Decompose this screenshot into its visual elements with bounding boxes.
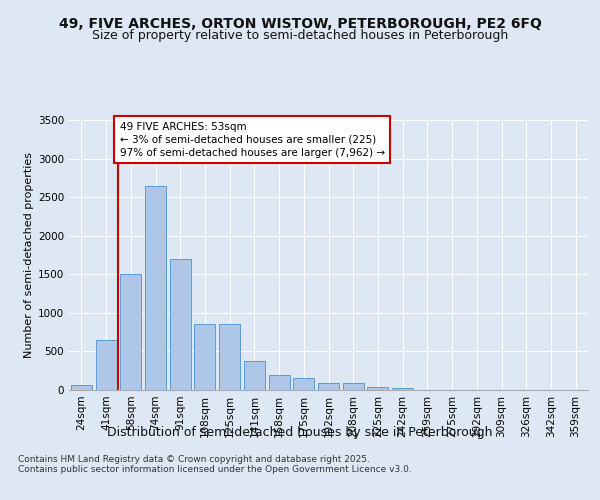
- Y-axis label: Number of semi-detached properties: Number of semi-detached properties: [24, 152, 34, 358]
- Bar: [170, 259, 191, 390]
- Bar: [244, 360, 265, 390]
- Text: Size of property relative to semi-detached houses in Peterborough: Size of property relative to semi-detach…: [92, 29, 508, 42]
- Text: Contains HM Land Registry data © Crown copyright and database right 2025.: Contains HM Land Registry data © Crown c…: [18, 455, 370, 464]
- Text: 49, FIVE ARCHES, ORTON WISTOW, PETERBOROUGH, PE2 6FQ: 49, FIVE ARCHES, ORTON WISTOW, PETERBORO…: [59, 18, 541, 32]
- Bar: [293, 378, 314, 390]
- Bar: [367, 388, 388, 390]
- Text: 49 FIVE ARCHES: 53sqm
← 3% of semi-detached houses are smaller (225)
97% of semi: 49 FIVE ARCHES: 53sqm ← 3% of semi-detac…: [119, 122, 385, 158]
- Bar: [95, 340, 116, 390]
- Bar: [318, 383, 339, 390]
- Bar: [219, 324, 240, 390]
- Bar: [145, 186, 166, 390]
- Bar: [71, 385, 92, 390]
- Bar: [194, 324, 215, 390]
- Bar: [120, 274, 141, 390]
- Bar: [392, 388, 413, 390]
- Bar: [343, 383, 364, 390]
- Text: Distribution of semi-detached houses by size in Peterborough: Distribution of semi-detached houses by …: [107, 426, 493, 439]
- Bar: [269, 374, 290, 390]
- Text: Contains public sector information licensed under the Open Government Licence v3: Contains public sector information licen…: [18, 465, 412, 474]
